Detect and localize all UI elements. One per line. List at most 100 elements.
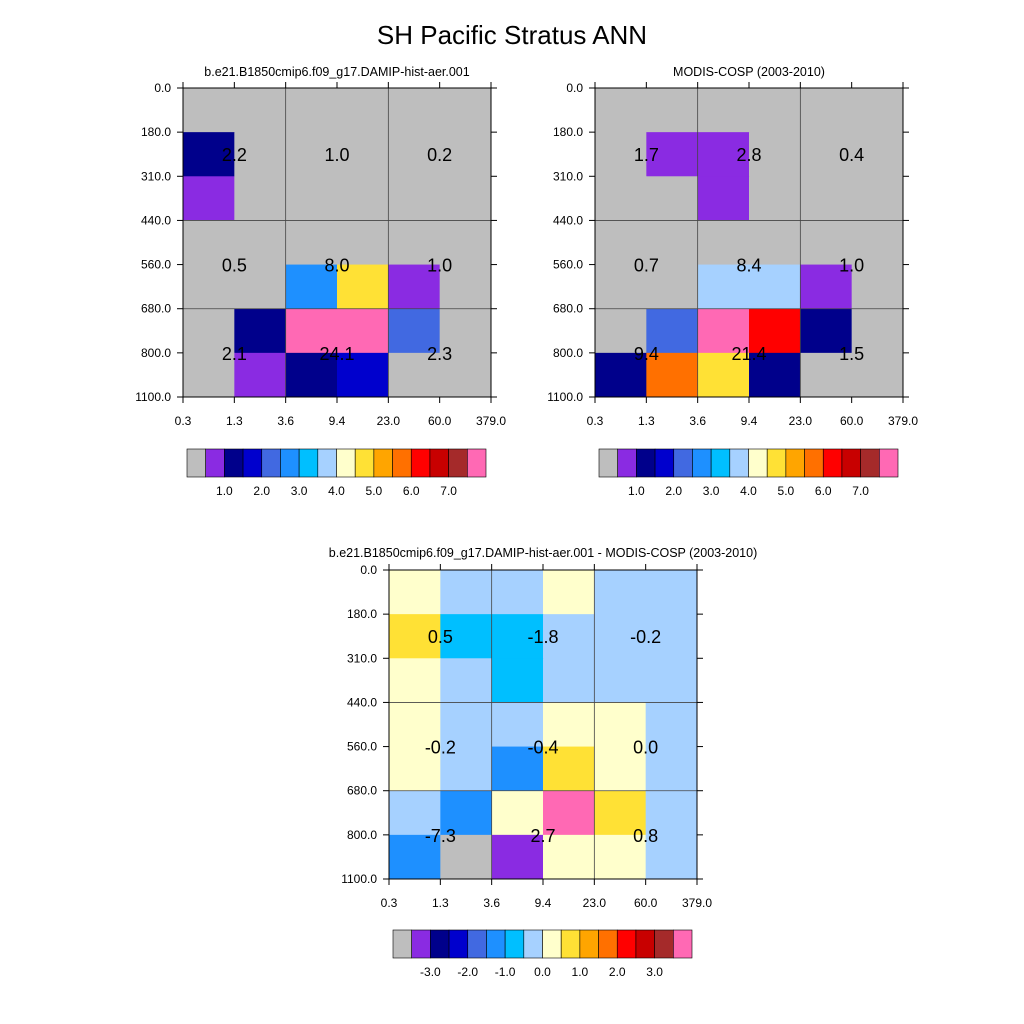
heatmap-cell	[851, 176, 904, 221]
panel-title: b.e21.B1850cmip6.f09_g17.DAMIP-hist-aer.…	[204, 65, 469, 79]
colorbar-swatch	[710, 448, 731, 478]
y-tick-label: 440.0	[347, 695, 377, 709]
y-tick-label: 180.0	[141, 125, 171, 139]
heatmap-cell	[491, 702, 544, 748]
heatmap-cell	[646, 352, 699, 398]
heatmap-cell	[337, 352, 389, 398]
heatmap-cell	[543, 790, 595, 836]
colorbar-label: 1.0	[572, 965, 589, 979]
colorbar-swatch	[467, 448, 487, 478]
x-tick-label: 3.6	[483, 896, 500, 910]
heatmap-cell	[646, 220, 699, 266]
cell-value-label: 9.4	[634, 344, 659, 364]
colorbar-swatch	[467, 929, 487, 959]
y-tick-label: 1100.0	[341, 872, 377, 886]
colorbar-swatch	[729, 448, 749, 478]
heatmap-cell	[749, 220, 801, 266]
colorbar-swatch	[392, 929, 412, 959]
x-tick-label: 23.0	[583, 896, 607, 910]
heatmap-cell	[543, 702, 595, 748]
colorbar-swatch	[280, 448, 300, 478]
heatmap-cell	[595, 308, 647, 354]
cell-value-label: 1.0	[839, 256, 864, 276]
heatmap-cell	[285, 88, 338, 133]
colorbar-swatch	[860, 448, 880, 478]
heatmap-cell	[800, 352, 853, 398]
heatmap-cell	[439, 88, 492, 133]
heatmap-cell	[439, 220, 492, 266]
colorbar-swatch	[542, 929, 562, 959]
heatmap-cell	[234, 132, 287, 177]
y-tick-label: 560.0	[141, 258, 171, 272]
heatmap-cell	[543, 570, 595, 615]
cell-value-label: 0.0	[633, 738, 658, 758]
heatmap-cell	[388, 352, 441, 398]
cell-value-label: 1.5	[839, 344, 864, 364]
heatmap-cell	[440, 570, 493, 615]
colorbar-swatch	[673, 448, 693, 478]
x-tick-label: 379.0	[888, 414, 918, 428]
heatmap-cell	[440, 658, 493, 703]
heatmap-cell	[749, 308, 801, 354]
heatmap-cell	[646, 264, 699, 310]
heatmap-cell	[800, 88, 853, 133]
heatmap-cell	[645, 570, 698, 615]
heatmap-cell	[337, 132, 389, 177]
y-tick-label: 1100.0	[547, 390, 583, 404]
heatmap-cell	[388, 220, 441, 266]
y-tick-label: 680.0	[347, 784, 377, 798]
colorbar-swatch	[654, 929, 674, 959]
colorbar-swatch	[616, 929, 637, 959]
heatmap-cell	[697, 264, 750, 310]
heatmap-cell	[337, 176, 389, 221]
colorbar-label: 0.0	[534, 965, 551, 979]
heatmap-cell	[697, 220, 750, 266]
heatmap-cell	[388, 132, 441, 177]
heatmap-cell	[389, 614, 441, 659]
colorbar-label: 7.0	[852, 484, 869, 498]
colorbar-label: 4.0	[328, 484, 345, 498]
cell-value-label: 2.2	[222, 145, 247, 165]
heatmap-cell	[749, 88, 801, 133]
heatmap-cell	[439, 264, 492, 310]
heatmap-cell	[595, 264, 647, 310]
heatmap-cell	[543, 658, 595, 703]
heatmap-cell	[183, 132, 235, 177]
heatmap-cell	[388, 176, 441, 221]
x-tick-label: 3.6	[689, 414, 706, 428]
y-tick-label: 180.0	[553, 125, 583, 139]
heatmap-cell	[595, 220, 647, 266]
y-tick-label: 310.0	[141, 169, 171, 183]
x-tick-label: 23.0	[377, 414, 401, 428]
cell-value-label: 2.3	[427, 344, 452, 364]
colorbar-label: 5.0	[778, 484, 795, 498]
x-tick-label: 379.0	[682, 896, 712, 910]
heatmap-cell	[749, 264, 801, 310]
colorbar-swatch	[748, 448, 768, 478]
x-tick-label: 1.3	[226, 414, 243, 428]
colorbar-swatch	[298, 448, 319, 478]
x-tick-label: 1.3	[432, 896, 449, 910]
heatmap-cell	[389, 746, 441, 792]
x-tick-label: 23.0	[789, 414, 813, 428]
colorbar-swatch	[785, 448, 805, 478]
cell-value-label: -0.2	[425, 738, 456, 758]
colorbar-label: 7.0	[440, 484, 457, 498]
colorbar-swatch	[373, 448, 393, 478]
heatmap-cell	[697, 352, 750, 398]
colorbar-swatch	[411, 929, 431, 959]
colorbar-label: 3.0	[703, 484, 720, 498]
heatmap-cell	[183, 308, 235, 354]
colorbar-swatch	[579, 929, 599, 959]
heatmap-cell	[389, 658, 441, 703]
heatmap-cell	[543, 614, 595, 659]
colorbar-swatch	[430, 929, 450, 959]
heatmap-cell	[491, 790, 544, 836]
heatmap-cell	[285, 176, 338, 221]
heatmap-cell	[440, 790, 493, 836]
heatmap-cell	[234, 176, 287, 221]
y-tick-label: 680.0	[553, 302, 583, 316]
cell-value-label: -0.4	[527, 738, 558, 758]
colorbar-obs: 1.0 2.0 3.0 4.0 5.0 6.0 7.0	[598, 448, 899, 498]
colorbar-swatch	[598, 929, 618, 959]
